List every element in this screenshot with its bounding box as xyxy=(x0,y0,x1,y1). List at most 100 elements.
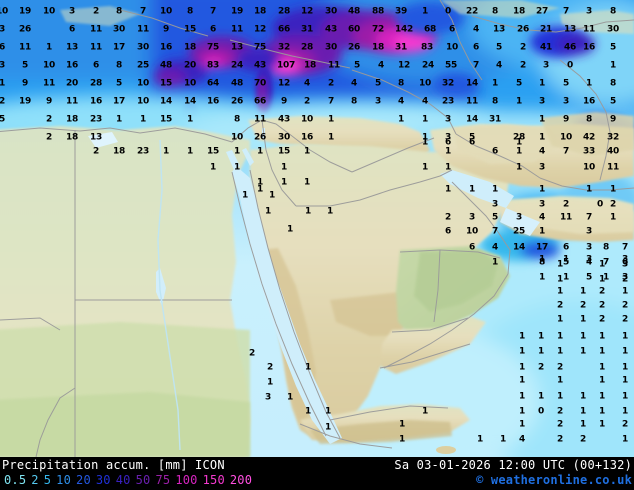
grid-value: 20 xyxy=(66,78,78,89)
legend-step-20: 20 xyxy=(76,473,91,487)
grid-value: 1 xyxy=(557,274,563,285)
water-bodies-layer xyxy=(88,128,540,444)
legend-step-5: 5 xyxy=(43,473,52,487)
grid-value: 10 xyxy=(231,132,243,143)
grid-value: 1 xyxy=(445,162,451,173)
grid-value: 1 xyxy=(267,377,273,388)
footer-title: Precipitation accum. [mm] ICON xyxy=(2,458,225,472)
grid-value: 6 xyxy=(469,137,475,148)
grid-value: 0 xyxy=(567,60,573,71)
grid-value: 3 xyxy=(375,96,381,107)
grid-value: 1 xyxy=(603,272,609,283)
grid-value: 6 xyxy=(473,42,479,53)
grid-value: 5 xyxy=(496,42,502,53)
grid-value: 2 xyxy=(557,362,563,373)
grid-value: 10 xyxy=(184,78,196,89)
grid-value: 1 xyxy=(622,362,628,373)
grid-value: 8 xyxy=(539,257,545,268)
grid-value: 6 xyxy=(622,257,628,268)
grid-value: 75 xyxy=(207,42,219,53)
grid-value: 11 xyxy=(607,162,619,173)
grid-value: 2 xyxy=(563,199,569,210)
grid-value: 0 xyxy=(445,6,451,17)
grid-value: 20 xyxy=(184,60,196,71)
grid-value: 13 xyxy=(90,132,102,143)
grid-value: 21 xyxy=(540,24,552,35)
grid-value: 16 xyxy=(583,96,595,107)
grid-value: 10 xyxy=(419,78,431,89)
grid-value: 18 xyxy=(372,42,384,53)
grid-value: 1 xyxy=(328,114,334,125)
grid-value: 2 xyxy=(93,146,99,157)
grid-value: 7 xyxy=(140,6,146,17)
grid-value: 2 xyxy=(267,362,273,373)
grid-value: 30 xyxy=(137,42,149,53)
grid-value: 1 xyxy=(519,391,525,402)
grid-value: 2 xyxy=(520,60,526,71)
grid-value: 8 xyxy=(187,6,193,17)
grid-value: 19 xyxy=(19,6,31,17)
grid-value: 4 xyxy=(519,434,525,445)
grid-value: 2 xyxy=(328,78,334,89)
grid-value: 7 xyxy=(492,226,498,237)
grid-value: 1 xyxy=(325,422,331,433)
grid-value: 1 xyxy=(580,331,586,342)
grid-value: 5 xyxy=(116,78,122,89)
grid-value: 18 xyxy=(184,42,196,53)
grid-value: 11 xyxy=(90,24,102,35)
grid-value: 4 xyxy=(586,257,592,268)
grid-value: 11 xyxy=(466,96,478,107)
grid-value: 2 xyxy=(538,362,544,373)
grid-value: 14 xyxy=(513,242,525,253)
grid-value: 1 xyxy=(622,406,628,417)
grid-value: 5 xyxy=(586,272,592,283)
grid-value: 68 xyxy=(424,24,436,35)
grid-value: 40 xyxy=(607,146,619,157)
grid-value: 4 xyxy=(496,60,502,71)
grid-value: 1 xyxy=(516,137,522,148)
grid-value: 1 xyxy=(580,346,586,357)
grid-value: 2 xyxy=(304,96,310,107)
grid-value: 26 xyxy=(231,96,243,107)
grid-value: 83 xyxy=(207,60,219,71)
grid-value: 5 xyxy=(0,114,5,125)
precipitation-map[interactable]: 1019103287108719182812304888391022818277… xyxy=(0,0,634,457)
grid-value: 26 xyxy=(254,132,266,143)
grid-value: 25 xyxy=(513,226,525,237)
grid-value: 1 xyxy=(304,177,310,188)
grid-value: 16 xyxy=(301,132,313,143)
grid-value: 1 xyxy=(599,375,605,386)
grid-value: 24 xyxy=(231,60,243,71)
grid-value: 8 xyxy=(586,114,592,125)
grid-value: 16 xyxy=(66,60,78,71)
grid-value: 1 xyxy=(622,375,628,386)
grid-value: 5 xyxy=(516,78,522,89)
grid-value: 1 xyxy=(610,212,616,223)
grid-value: 1 xyxy=(500,434,506,445)
grid-value: 55 xyxy=(445,60,457,71)
grid-value: 1 xyxy=(580,286,586,297)
grid-value: 1 xyxy=(539,272,545,283)
grid-value: 2 xyxy=(0,96,5,107)
legend-step-10: 10 xyxy=(56,473,72,487)
grid-value: 30 xyxy=(325,6,337,17)
grid-value: 8 xyxy=(492,96,498,107)
grid-value: 1 xyxy=(492,257,498,268)
footer-copyright: © weatheronline.co.uk xyxy=(476,473,632,487)
grid-value: 6 xyxy=(449,24,455,35)
grid-value: 2 xyxy=(557,419,563,430)
grid-value: 6 xyxy=(210,24,216,35)
grid-value: 10 xyxy=(43,60,55,71)
legend-step-50: 50 xyxy=(135,473,151,487)
grid-value: 1 xyxy=(519,346,525,357)
grid-value: 1 xyxy=(304,146,310,157)
grid-value: 1 xyxy=(187,114,193,125)
grid-value: 4 xyxy=(304,78,310,89)
grid-value: 1 xyxy=(234,146,240,157)
grid-value: 4 xyxy=(378,60,384,71)
legend-step-75: 75 xyxy=(155,473,171,487)
grid-value: 8 xyxy=(116,6,122,17)
grid-value: 16 xyxy=(90,96,102,107)
grid-value: 1 xyxy=(422,162,428,173)
grid-value: 1 xyxy=(622,391,628,402)
